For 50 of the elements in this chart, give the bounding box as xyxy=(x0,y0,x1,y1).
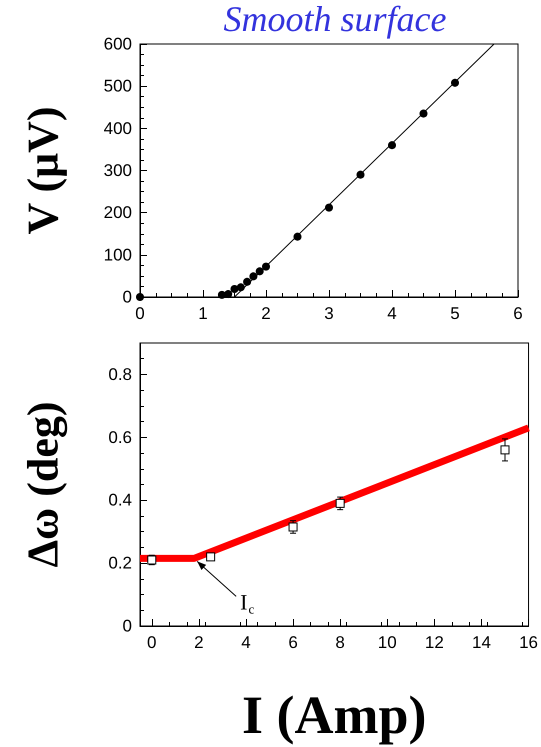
point xyxy=(325,204,333,212)
x-axis-title: I (Amp) xyxy=(242,685,427,745)
y-tick-label: 100 xyxy=(104,245,132,264)
y-tick-label: 0 xyxy=(122,616,132,636)
y-tick-label: 300 xyxy=(104,161,132,180)
x-tick-label: 1 xyxy=(198,304,208,323)
point xyxy=(451,78,459,87)
y-axis-title: Δω (deg) xyxy=(18,401,68,568)
y-tick-label: 0.8 xyxy=(108,364,132,384)
point xyxy=(336,498,345,508)
y-tick-label: 600 xyxy=(104,34,132,54)
point xyxy=(136,293,144,301)
x-tick-label: 6 xyxy=(288,633,298,652)
x-tick-label: 0 xyxy=(135,304,145,323)
point xyxy=(262,262,270,271)
point xyxy=(288,522,298,532)
y-tick-label: 200 xyxy=(104,203,132,222)
x-tick-label: 5 xyxy=(450,304,460,323)
point xyxy=(249,272,258,280)
y-tick-label: 400 xyxy=(104,118,132,138)
point xyxy=(256,267,264,276)
x-tick-label: 3 xyxy=(324,304,334,323)
x-tick-label: 12 xyxy=(424,633,444,652)
y-tick-label: 500 xyxy=(104,76,132,96)
point xyxy=(218,290,226,299)
y-axis-title: V (μV) xyxy=(18,106,68,235)
point xyxy=(420,110,428,118)
y-tick-label: 0.2 xyxy=(108,554,132,573)
x-tick-label: 14 xyxy=(472,633,491,652)
point xyxy=(230,284,238,293)
point xyxy=(224,290,232,298)
y-tick-label: 0.6 xyxy=(108,428,132,447)
x-tick-label: 2 xyxy=(261,304,271,323)
point xyxy=(294,232,302,241)
x-tick-label: 4 xyxy=(387,304,397,323)
y-tick-label: 0.4 xyxy=(108,490,132,510)
x-tick-label: 0 xyxy=(147,633,157,652)
point xyxy=(388,141,396,150)
y-tick-label: 0 xyxy=(122,288,132,306)
chart-title: Smooth surface xyxy=(224,0,447,39)
point xyxy=(356,170,364,179)
point xyxy=(206,552,216,562)
x-tick-label: 8 xyxy=(335,633,345,652)
point xyxy=(243,278,252,286)
x-tick-label: 4 xyxy=(241,633,251,652)
x-tick-label: 16 xyxy=(519,633,538,652)
x-tick-label: 6 xyxy=(513,304,523,323)
x-tick-label: 2 xyxy=(194,633,204,652)
point xyxy=(236,283,245,292)
x-tick-label: 10 xyxy=(378,633,397,652)
